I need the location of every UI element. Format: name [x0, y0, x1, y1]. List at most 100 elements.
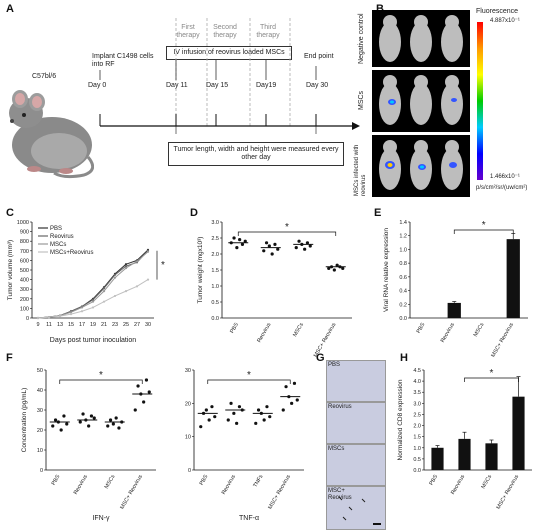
colorbar-units: p/s/cm²/sr/(uw/cm²)	[476, 185, 528, 191]
chart-d-point	[294, 246, 298, 250]
chart-f1-point	[111, 422, 115, 426]
chart-h-ytick-label: 2.0	[413, 424, 421, 430]
chart-d-point	[327, 266, 331, 270]
chart-f1-point	[65, 422, 69, 426]
chart-c-xtick-label: 30	[145, 322, 151, 328]
panel-label-h: H	[400, 352, 408, 364]
chart-c-xtick-label: 17	[79, 322, 85, 328]
histology-mscs	[326, 444, 386, 486]
histology-label-pbs: PBS	[328, 362, 341, 368]
chart-f2-xlabel: TNF-α	[239, 515, 259, 522]
chart-f1-ytick-label: 0	[40, 468, 43, 474]
chart-c-xtick-label: 11	[46, 322, 52, 328]
chart-f2-point	[232, 411, 236, 415]
chart-e-xtick-label: Reovirus	[440, 322, 456, 344]
chart-f1-ytick-label: 10	[37, 448, 43, 454]
chart-h-xtick-label: Reovirus	[450, 474, 466, 496]
chart-f2-point	[199, 425, 203, 429]
chart-f1-point	[147, 390, 151, 394]
chart-e-ylabel: Viral RNA relative expression	[383, 228, 390, 312]
chart-h-bar	[458, 438, 471, 470]
colorbar	[477, 22, 483, 180]
chart-f2-xtick-label: PBS	[199, 474, 210, 487]
chart-h-ytick-label: 4.5	[413, 368, 421, 374]
chart-c-ytick-label: 900	[20, 230, 29, 236]
chart-e-bar	[447, 302, 461, 318]
chart-d-ytick-label: 1.0	[211, 284, 219, 290]
chart-d-point	[273, 242, 277, 246]
chart-h-xtick-label: PBS	[429, 474, 440, 487]
chart-f2-ytick-label: 10	[185, 435, 191, 441]
chart-f1-point	[92, 416, 96, 420]
panel-label-f: F	[6, 352, 13, 364]
panel-label-a: A	[6, 3, 14, 15]
therapy-label-second: Second therapy	[213, 24, 237, 39]
chart-c-legend-label: PBS	[50, 226, 62, 232]
chart-c-point	[69, 313, 73, 316]
chart-h-sig-star: *	[490, 368, 494, 379]
chart-f2-xtick-label: TNFs	[253, 474, 265, 489]
chart-d-point	[264, 241, 269, 245]
chart-c-xtick-label: 13	[57, 322, 63, 328]
chart-f1-point	[62, 414, 66, 418]
chart-f2-sig-bracket	[207, 379, 291, 384]
chart-f2-point	[262, 418, 266, 422]
histology-label-mscs: MSCs	[328, 446, 345, 452]
chart-d-point	[276, 247, 280, 251]
chart-d-point	[305, 241, 310, 245]
chart-c-xlabel: Days post tumor inoculation	[50, 337, 136, 344]
chart-f2-point	[254, 421, 258, 425]
chart-d-sig-bracket	[237, 231, 337, 236]
day-19-label: Day19	[256, 82, 277, 89]
day-15-label: Day 15	[206, 82, 229, 89]
chart-f1-point	[114, 416, 118, 420]
chart-h-ylabel: Normalized CD8 expression	[397, 379, 404, 460]
chart-f1-point	[89, 414, 94, 418]
chart-d-point	[240, 242, 245, 246]
chart-d-point	[332, 268, 336, 272]
chart-e-ytick-label: 1.4	[399, 220, 407, 226]
chart-c-ytick-label: 600	[20, 258, 29, 264]
chart-f1-ytick-label: 40	[37, 388, 43, 394]
chart-f1-point	[106, 424, 110, 428]
histology-reovirus	[326, 402, 386, 444]
chart-c-point	[135, 260, 139, 263]
chart-c-xtick-label: 27	[134, 322, 140, 328]
chart-f2-point	[292, 381, 297, 385]
chart-f2-xtick-label: MSC+ Reovirus	[267, 474, 292, 511]
chart-d-point	[335, 263, 339, 267]
chart-h-ytick-label: 4.0	[413, 379, 421, 385]
chart-c-point	[36, 316, 40, 320]
chart-h-sig-bracket	[464, 377, 519, 382]
chart-e-ytick-label: 0.0	[399, 316, 407, 322]
imaging-negative-control	[372, 10, 470, 67]
chart-e-xtick-label: MSCs	[473, 322, 486, 338]
chart-h-ytick-label: 1.0	[413, 446, 421, 452]
chart-c-point	[80, 310, 84, 313]
chart-f1-xlabel: IFN-γ	[92, 515, 110, 522]
chart-h-ytick-label: 3.5	[413, 390, 421, 396]
chart-c-xtick-label: 15	[68, 322, 74, 328]
chart-d-ytick-label: 2.5	[211, 236, 219, 242]
colorbar-title: Fluorescence	[476, 8, 519, 15]
chart-f1-ytick-label: 50	[37, 368, 43, 374]
chart-c-point	[124, 290, 128, 293]
chart-c-sig-star: *	[161, 260, 165, 271]
chart-c-point	[102, 290, 106, 293]
imaging-mscs-reovirus	[372, 135, 470, 197]
chart-c-ytick-label: 200	[20, 297, 29, 303]
chart-d-xtick-label: MSCs	[292, 322, 305, 338]
chart-c-point	[91, 298, 95, 301]
histology-msc-reovirus	[326, 486, 386, 530]
chart-d-ytick-label: 2.0	[211, 252, 219, 258]
histology-label-reovirus: Reovirus	[328, 404, 352, 410]
chart-f1-point	[81, 412, 85, 416]
chart-c-ytick-label: 300	[20, 287, 29, 293]
chart-c-ytick-label: 1000	[17, 220, 29, 226]
chart-f1-point	[108, 418, 113, 422]
chart-d-point	[308, 244, 312, 248]
chart-e-ytick-label: 1.0	[399, 247, 407, 253]
chart-f2-point	[290, 401, 294, 405]
chart-e-ytick-label: 0.6	[399, 275, 407, 281]
chart-f2-sig-star: *	[247, 370, 251, 381]
